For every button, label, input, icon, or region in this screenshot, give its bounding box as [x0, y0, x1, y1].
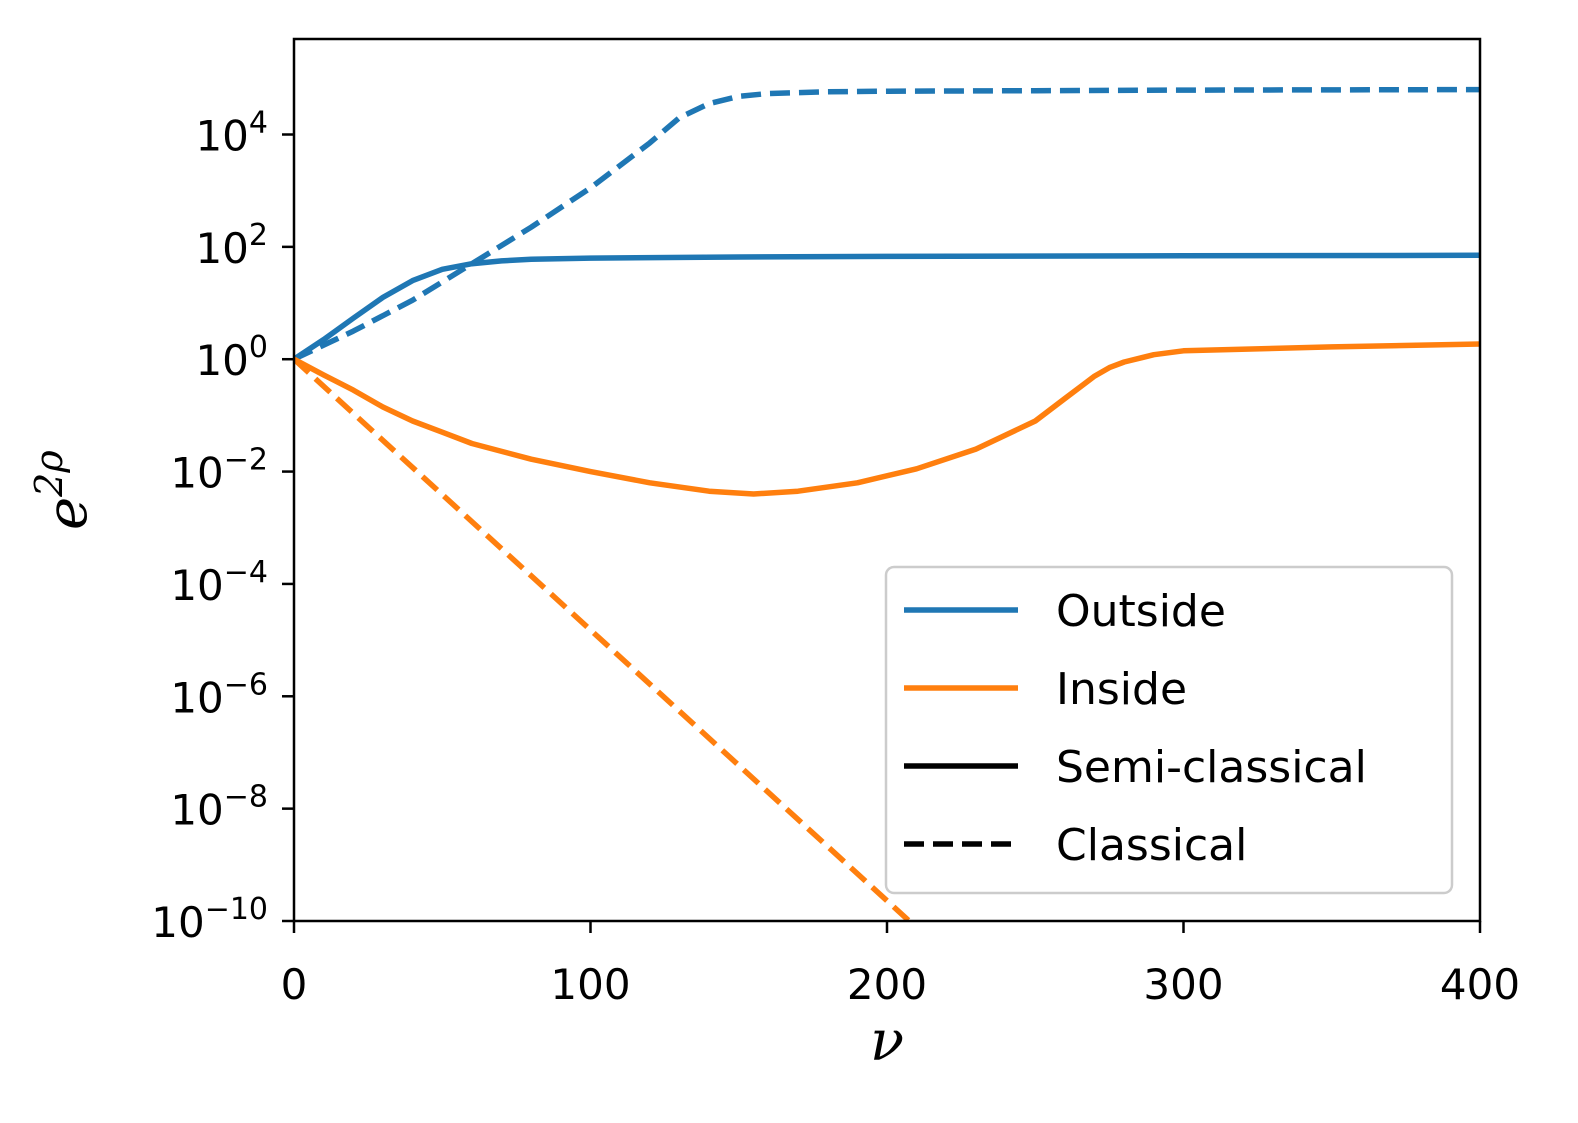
x-tick-label: 0 — [281, 960, 308, 1009]
series-line-inside-semi-classical — [294, 341, 1480, 497]
legend: Outside Inside Semi-classical Classical — [884, 565, 1454, 895]
series-line-inside-classical — [294, 357, 912, 921]
y-tick-label: 10−2 — [170, 443, 268, 498]
y-tick-label: 104 — [195, 106, 268, 161]
x-tick-label: 100 — [550, 960, 630, 1009]
y-tick-label: 10−10 — [151, 892, 268, 947]
y-axis-label: e2ρ — [27, 450, 100, 530]
legend-label-classical: Classical — [1056, 820, 1247, 871]
y-axis-label-exponent: 2ρ — [27, 450, 71, 498]
legend-label-outside: Outside — [1056, 586, 1226, 637]
series-layer — [294, 86, 1480, 921]
y-axis-label-base: e — [35, 497, 100, 530]
y-axis: 104 102 100 10−2 10−4 10−6 10−8 10−10 — [151, 106, 294, 947]
svg-text:e2ρ: e2ρ — [27, 450, 100, 530]
x-tick-label: 200 — [847, 960, 927, 1009]
y-tick-label: 10−8 — [170, 780, 268, 835]
legend-label-inside: Inside — [1056, 664, 1187, 715]
x-tick-label: 300 — [1143, 960, 1223, 1009]
x-axis-label: ν — [870, 1009, 904, 1074]
y-tick-label: 10−4 — [170, 555, 268, 610]
series-line-outside-semi-classical — [294, 252, 1480, 362]
legend-label-semi-classical: Semi-classical — [1056, 742, 1367, 793]
y-tick-label: 100 — [195, 330, 268, 385]
x-tick-label: 400 — [1440, 960, 1520, 1009]
y-tick-label: 10−6 — [170, 667, 268, 722]
x-axis: 0 100 200 300 400 — [281, 921, 1520, 1009]
series-line-outside-classical — [294, 86, 1480, 362]
y-tick-label: 102 — [195, 218, 268, 273]
legend-box — [884, 565, 1454, 895]
